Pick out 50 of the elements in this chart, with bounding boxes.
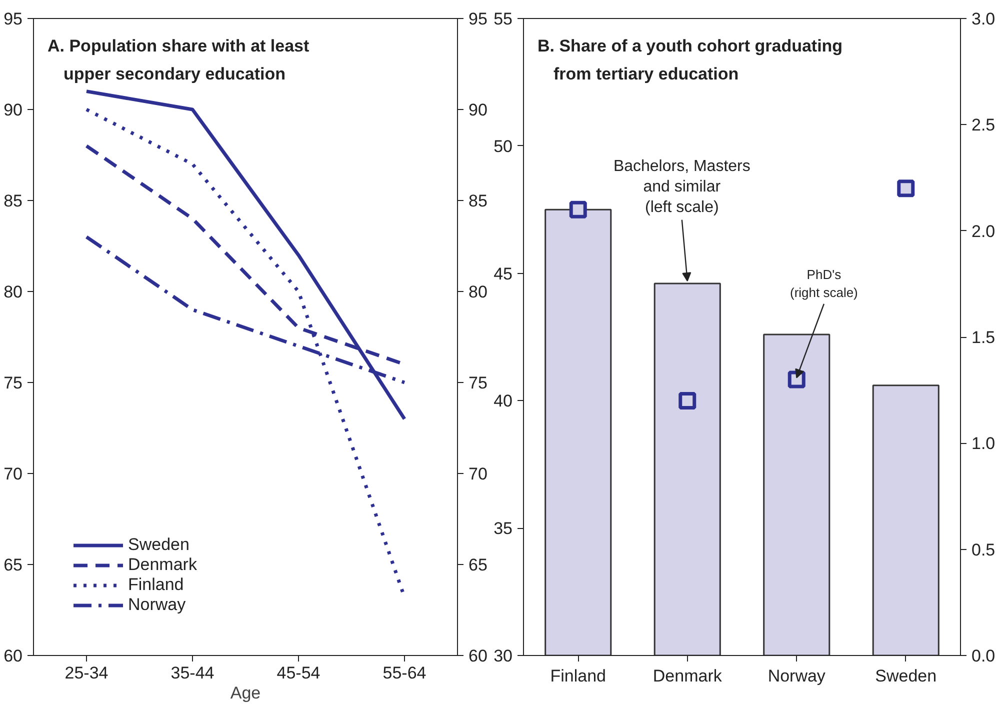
annotation: PhD's (right scale) — [790, 266, 858, 300]
y2-tick-label: 2.5 — [972, 116, 996, 135]
y2-tick-label: 1.0 — [972, 434, 996, 454]
y2-tick-label: 85 — [468, 192, 488, 210]
y2-tick-label: 0.0 — [972, 646, 996, 666]
y-tick-label: 35 — [494, 519, 513, 538]
y-tick-label: 45 — [494, 264, 513, 284]
text: B. Share of a youth cohort graduating from tertiary education — [538, 36, 843, 84]
point — [678, 392, 696, 410]
y2-tick-label: 1.5 — [972, 328, 996, 347]
y2-tick-label: 65 — [468, 556, 488, 574]
x-tick-label: Finland — [550, 666, 606, 686]
y2-tick-label: 95 — [468, 10, 488, 28]
x-tick-label: Sweden — [875, 666, 937, 686]
point — [897, 180, 915, 198]
y2-tick-label: 0.5 — [972, 540, 996, 560]
y-tick-label: 85 — [4, 192, 23, 210]
x-tick-label: 55-64 — [382, 664, 426, 682]
y2-tick-label: 3.0 — [972, 10, 996, 28]
y-tick-label: 80 — [4, 282, 23, 302]
x-tick-label: 35-44 — [170, 664, 214, 682]
x-tick-label: Denmark — [652, 666, 722, 686]
y-tick-label: 75 — [4, 374, 23, 392]
y2-tick-label: 2.0 — [972, 222, 996, 241]
y-tick-label: 40 — [494, 392, 513, 411]
x-tick-label: 25-34 — [64, 664, 108, 682]
x-tick-label: Norway — [768, 666, 826, 686]
legend-label: Norway — [128, 595, 186, 615]
y-tick-label: 65 — [4, 556, 23, 574]
x-axis-title: Age — [230, 684, 261, 702]
y-tick-label: 60 — [4, 646, 23, 666]
y-tick-label: 70 — [4, 464, 23, 484]
legend-label: Sweden — [128, 535, 190, 555]
y2-tick-label: 75 — [468, 374, 488, 392]
point — [569, 200, 587, 218]
y2-tick-label: 60 — [468, 646, 488, 666]
y-tick-label: 50 — [494, 136, 513, 156]
y2-tick-label: 70 — [468, 464, 488, 484]
line-series — [84, 90, 406, 421]
y-tick-label: 90 — [4, 100, 23, 120]
y2-tick-label: 90 — [468, 100, 488, 120]
y-tick-label: 55 — [494, 10, 513, 28]
y-tick-label: 30 — [494, 646, 513, 666]
y-tick-label: 95 — [4, 10, 23, 28]
y2-tick-label: 80 — [468, 282, 488, 302]
x-tick-label: 45-54 — [276, 664, 320, 682]
legend-label: Denmark — [128, 555, 197, 575]
text: A. Population share with at least upper secondary education — [48, 36, 310, 84]
annotation: Bachelors, Masters and similar (left scale) — [613, 158, 750, 216]
legend-label: Finland — [128, 575, 184, 595]
